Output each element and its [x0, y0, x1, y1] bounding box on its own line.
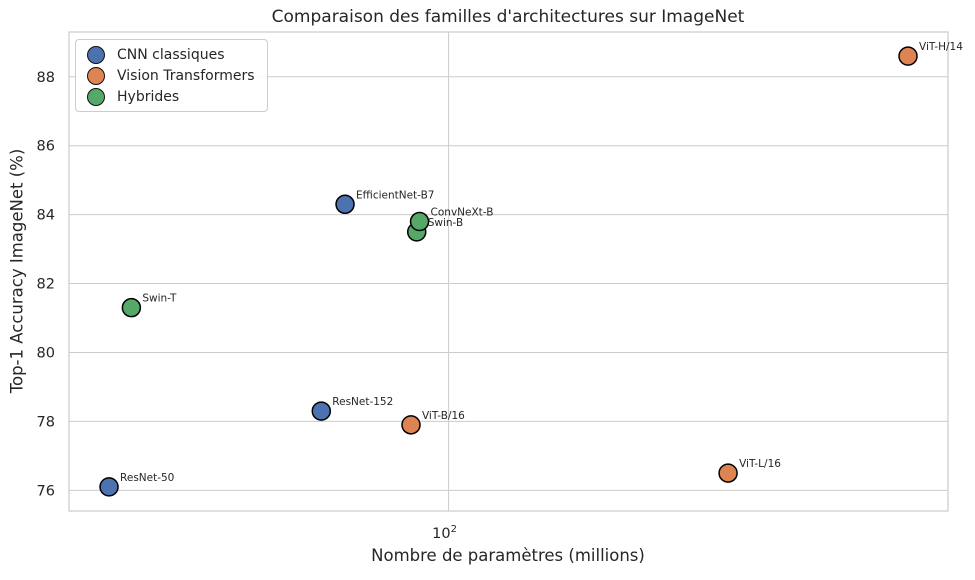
- data-point-label-swin-b: Swin-B: [428, 217, 463, 229]
- x-tick-label-100: 102: [432, 524, 457, 542]
- legend-marker-hybrides: [87, 87, 105, 106]
- chart-title: Comparaison des familles d'architectures…: [271, 7, 745, 27]
- y-tick-label-78: 78: [37, 414, 55, 430]
- data-point-label-convnext-b: ConvNeXt-B: [431, 207, 494, 219]
- data-point-label-resnet-152: ResNet-152: [332, 396, 393, 408]
- data-point-vit-h-14: [898, 46, 918, 66]
- legend-label-cnn-classiques: CNN classiques: [117, 46, 225, 63]
- data-point-label-vit-h-14: ViT-H/14: [919, 41, 963, 53]
- y-tick-label-84: 84: [37, 208, 55, 224]
- data-point-resnet-50: [99, 477, 119, 497]
- data-point-label-vit-b-16: ViT-B/16: [422, 410, 465, 422]
- data-point-vit-l-16: [718, 463, 738, 483]
- legend-item-vision-transformers: Vision Transformers: [87, 65, 255, 86]
- legend: CNN classiques Vision Transformers Hybride…: [75, 39, 268, 112]
- y-tick-label-86: 86: [37, 139, 55, 155]
- legend-item-cnn-classiques: CNN classiques: [87, 44, 255, 65]
- y-axis-label: Top-1 Accuracy ImageNet (%): [7, 148, 27, 394]
- legend-marker-cnn-classiques: [87, 45, 105, 64]
- data-point-swin-t: [121, 297, 142, 318]
- legend-item-hybrides: Hybrides: [87, 86, 255, 107]
- y-tick-label-82: 82: [37, 277, 55, 293]
- data-point-label-swin-t: Swin-T: [142, 293, 177, 305]
- y-tick-label-80: 80: [37, 345, 55, 361]
- data-point-efficientnet-b7: [335, 194, 355, 215]
- data-point-label-vit-l-16: ViT-L/16: [739, 458, 781, 470]
- legend-label-hybrides: Hybrides: [117, 88, 180, 105]
- y-tick-label-76: 76: [37, 483, 55, 499]
- data-point-resnet-152: [311, 401, 332, 421]
- data-point-vit-b-16: [401, 415, 421, 435]
- data-point-label-resnet-50: ResNet-50: [120, 472, 174, 484]
- y-tick-label-88: 88: [37, 70, 55, 86]
- legend-marker-vision-transformers: [87, 66, 105, 85]
- x-axis-label: Nombre de paramètres (millions): [371, 546, 645, 565]
- plot-frame: [68, 31, 949, 512]
- data-point-convnext-b: [409, 211, 430, 232]
- data-point-label-efficientnet-b7: EfficientNet-B7: [356, 189, 434, 201]
- legend-label-vision-transformers: Vision Transformers: [117, 67, 255, 84]
